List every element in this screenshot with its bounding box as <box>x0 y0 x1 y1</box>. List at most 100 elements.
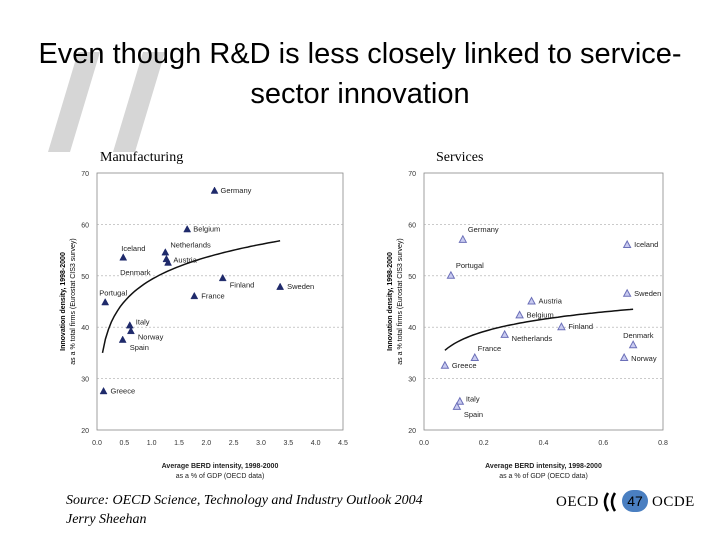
y-tick-label: 70 <box>81 171 89 178</box>
data-label: Germany <box>468 225 499 234</box>
logo-left: OECD <box>556 494 599 510</box>
x-tick-label: 3.0 <box>256 440 266 447</box>
data-point-france <box>470 352 480 362</box>
x-tick-label: 0.4 <box>539 440 549 447</box>
y-tick-label: 60 <box>81 222 89 229</box>
data-label: Italy <box>136 318 150 327</box>
data-label: Netherlands <box>512 334 553 343</box>
x-tick-label: 0.8 <box>658 440 668 447</box>
data-point-norway <box>126 326 135 335</box>
data-point-germany <box>210 186 219 194</box>
quote-stroke-left <box>48 52 100 152</box>
data-point-finland <box>218 273 227 282</box>
data-label: Portugal <box>99 289 127 298</box>
y-axis-sublabel: as a % total firms (Eurostat CIS3 survey… <box>70 238 77 364</box>
y-axis-sublabel: as a % total firms (Eurostat CIS3 survey… <box>397 238 404 364</box>
x-axis-label: Average BERD intensity, 1998-2000 <box>162 463 279 470</box>
x-axis-sublabel: as a % of GDP (OECD data) <box>176 473 265 480</box>
data-label: Spain <box>464 410 483 419</box>
data-point-italy <box>455 396 465 405</box>
data-label: France <box>478 344 501 353</box>
x-tick-label: 2.5 <box>229 440 239 447</box>
data-point-greece <box>440 360 450 369</box>
data-point-denmark <box>628 340 638 349</box>
data-point-belgium <box>515 310 524 319</box>
trend-line <box>444 308 634 351</box>
y-tick-label: 70 <box>408 171 416 178</box>
y-tick-label: 20 <box>81 428 89 435</box>
data-label: Italy <box>466 395 480 404</box>
data-label: Norway <box>138 332 164 341</box>
data-label: Finland <box>568 322 593 331</box>
x-tick-label: 4.5 <box>338 440 348 447</box>
y-tick-label: 30 <box>408 377 416 384</box>
data-point-portugal <box>446 270 456 279</box>
data-label: Denmark <box>623 331 654 340</box>
x-tick-label: 0.0 <box>419 440 429 447</box>
source-line: Source: OECD Science, Technology and Ind… <box>66 493 423 508</box>
data-point-netherlands <box>500 329 509 338</box>
quote-mark-decoration <box>48 52 165 152</box>
plot-area <box>96 172 344 431</box>
data-point-sweden <box>276 282 285 290</box>
x-tick-label: 0.5 <box>119 440 129 447</box>
y-tick-label: 20 <box>408 428 416 435</box>
plot-area <box>423 172 664 431</box>
source-note: Source: OECD Science, Technology and Ind… <box>66 491 423 529</box>
panel-label-manufacturing: Manufacturing <box>100 150 184 165</box>
quote-stroke-right <box>113 52 165 152</box>
trend-line <box>101 240 281 354</box>
data-label: Greece <box>111 386 136 395</box>
data-label: Norway <box>631 354 657 363</box>
panel-label-services: Services <box>436 150 484 165</box>
x-axis-sublabel: as a % of GDP (OECD data) <box>499 473 588 480</box>
data-point-portugal <box>101 298 110 306</box>
data-label: Germany <box>221 186 252 195</box>
data-point-denmark <box>164 258 172 266</box>
oecd-logo-mark-icon <box>603 492 617 512</box>
data-point-iceland <box>119 253 128 261</box>
y-tick-label: 40 <box>408 325 416 332</box>
x-tick-label: 1.0 <box>147 440 157 447</box>
data-point-spain <box>118 335 127 343</box>
data-label: Netherlands <box>170 241 211 250</box>
x-tick-label: 0.2 <box>479 440 489 447</box>
y-tick-label: 30 <box>81 377 89 384</box>
data-label: Iceland <box>634 240 658 249</box>
data-point-finland <box>557 322 566 331</box>
data-point-germany <box>458 234 468 243</box>
data-point-belgium <box>183 225 192 233</box>
y-axis-label: Innovation density, 1998-2000 <box>387 252 394 351</box>
data-label: Iceland <box>121 244 145 253</box>
x-tick-label: 1.5 <box>174 440 184 447</box>
data-label: Austria <box>173 255 197 264</box>
x-tick-label: 4.0 <box>311 440 321 447</box>
logo-right: OCDE <box>652 494 695 510</box>
data-label: Belgium <box>193 225 220 234</box>
page-number: 47 <box>622 490 648 512</box>
x-tick-label: 0.0 <box>92 440 102 447</box>
data-label: Portugal <box>456 261 484 270</box>
y-tick-label: 50 <box>408 274 416 281</box>
data-label: Greece <box>452 361 477 370</box>
data-label: Spain <box>130 343 149 352</box>
data-label: Denmark <box>120 268 151 277</box>
y-tick-label: 50 <box>81 274 89 281</box>
data-label: Sweden <box>634 289 661 298</box>
x-tick-label: 0.6 <box>598 440 608 447</box>
data-label: France <box>201 291 224 300</box>
data-point-austria <box>527 296 536 305</box>
data-point-italy <box>125 321 134 329</box>
data-point-spain <box>452 401 462 410</box>
data-label: Austria <box>539 297 563 306</box>
x-tick-label: 3.5 <box>283 440 293 447</box>
data-point-iceland <box>622 239 632 248</box>
x-tick-label: 2.0 <box>201 440 211 447</box>
data-point-norway <box>619 352 629 362</box>
data-point-sweden <box>622 288 632 297</box>
x-axis-label: Average BERD intensity, 1998-2000 <box>485 463 602 470</box>
data-point-greece <box>99 386 108 395</box>
y-tick-label: 60 <box>408 222 416 229</box>
data-label: Finland <box>230 280 255 289</box>
